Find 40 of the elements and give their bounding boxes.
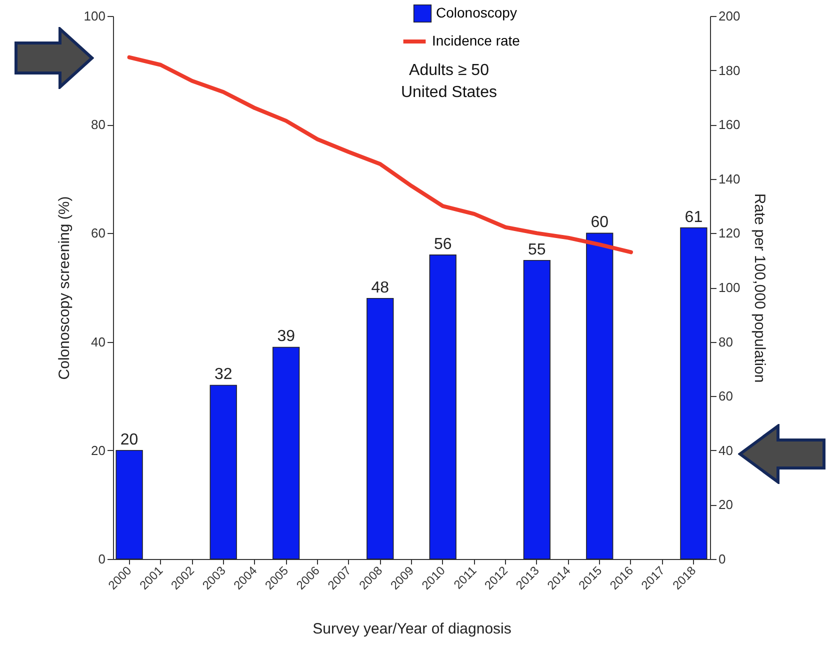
y2-axis-title: Rate per 100,000 population	[751, 193, 768, 383]
y2-tick-label: 120	[718, 226, 740, 241]
y2-tick-label: 140	[718, 171, 740, 186]
bar	[272, 346, 300, 560]
line-series	[127, 55, 633, 254]
y-tick-label: 40	[91, 334, 106, 350]
y2-tick-label: 40	[718, 442, 733, 458]
data-label: 32	[214, 366, 232, 384]
legend-label: Colonoscopy	[436, 4, 517, 20]
data-label: 48	[371, 279, 390, 296]
y2-tick-label: 80	[718, 334, 733, 350]
y-tick-label: 60	[91, 226, 106, 241]
y-axis-title: Colonoscopy screening (%)	[56, 196, 73, 380]
y2-tick-label: 180	[718, 62, 740, 78]
data-label: 39	[277, 328, 296, 346]
legend-label: Incidence rate	[432, 32, 520, 48]
y2-tick-label: 0	[718, 552, 726, 566]
y2-tick-label: 160	[718, 117, 740, 132]
y-tick-label: 0	[98, 552, 106, 566]
y-tick-label: 100	[84, 8, 106, 24]
bar	[429, 254, 456, 560]
y2-tick-label: 200	[718, 8, 740, 24]
annotation: Adults ≥ 50 United States	[400, 62, 498, 101]
y2-tick-label: 60	[718, 388, 733, 404]
data-label: 60	[590, 214, 609, 232]
bar	[116, 450, 143, 560]
bar	[586, 232, 614, 560]
data-label: 56	[434, 236, 452, 253]
bar	[366, 298, 394, 560]
y-tick-label: 80	[91, 117, 106, 132]
y2-tick-label: 100	[718, 280, 740, 295]
data-label: 61	[684, 208, 703, 226]
x-axis-title: Survey year/Year of diagnosis	[312, 620, 512, 638]
bar	[210, 384, 237, 560]
data-label: 20	[120, 431, 138, 448]
y-tick-label: 20	[91, 442, 106, 458]
data-label: 55	[528, 241, 546, 258]
bar	[680, 227, 708, 560]
y2-tick-label: 20	[718, 497, 733, 512]
bar	[523, 260, 550, 560]
